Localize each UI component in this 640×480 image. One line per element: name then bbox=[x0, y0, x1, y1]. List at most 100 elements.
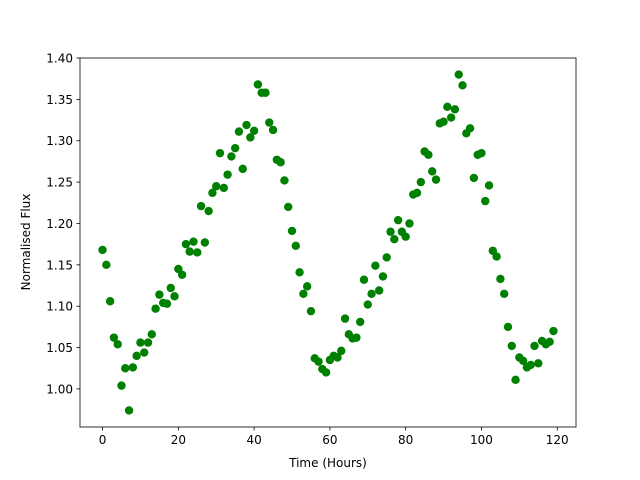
point bbox=[132, 351, 141, 361]
point bbox=[405, 219, 414, 228]
point bbox=[378, 272, 388, 281]
point bbox=[340, 314, 350, 323]
point bbox=[105, 297, 115, 306]
point bbox=[287, 226, 297, 236]
y-tick-label: 1.10 bbox=[46, 300, 73, 314]
point bbox=[136, 338, 145, 347]
point bbox=[117, 381, 126, 390]
point bbox=[113, 340, 122, 349]
y-tick-label: 1.35 bbox=[46, 93, 73, 107]
point bbox=[155, 290, 164, 299]
point bbox=[416, 177, 426, 187]
point bbox=[200, 238, 210, 247]
point bbox=[496, 274, 505, 284]
point bbox=[469, 173, 479, 183]
point bbox=[518, 356, 528, 366]
point bbox=[295, 268, 304, 277]
x-tick-label: 100 bbox=[470, 433, 493, 447]
point bbox=[189, 237, 198, 246]
point bbox=[223, 170, 232, 179]
point bbox=[261, 88, 270, 97]
y-tick-label: 1.15 bbox=[46, 258, 73, 272]
point bbox=[337, 346, 346, 356]
point bbox=[227, 152, 236, 161]
point bbox=[215, 148, 225, 158]
x-axis-label: Time (Hours) bbox=[288, 456, 367, 470]
point bbox=[450, 105, 460, 114]
point bbox=[98, 245, 107, 255]
plot-frame bbox=[79, 57, 577, 428]
point bbox=[503, 322, 513, 332]
point bbox=[484, 181, 494, 190]
point bbox=[352, 333, 361, 342]
point bbox=[162, 299, 172, 308]
point bbox=[124, 406, 134, 415]
point bbox=[428, 167, 437, 176]
point bbox=[356, 317, 365, 327]
point bbox=[151, 304, 160, 313]
point bbox=[196, 201, 206, 211]
point bbox=[268, 125, 278, 135]
point bbox=[265, 118, 274, 127]
point bbox=[371, 261, 380, 270]
point bbox=[333, 353, 342, 362]
point bbox=[545, 337, 554, 346]
point bbox=[363, 300, 372, 309]
point bbox=[534, 359, 543, 368]
point bbox=[284, 202, 293, 212]
point bbox=[367, 289, 376, 298]
y-tick-label: 1.20 bbox=[46, 217, 73, 231]
point bbox=[382, 253, 391, 262]
point bbox=[465, 124, 475, 133]
x-tick-label: 120 bbox=[546, 433, 569, 447]
point bbox=[302, 282, 312, 291]
point bbox=[454, 70, 463, 79]
point bbox=[128, 363, 138, 372]
point bbox=[499, 289, 509, 298]
y-tick-label: 1.40 bbox=[46, 52, 73, 66]
point bbox=[511, 375, 520, 385]
point bbox=[401, 232, 410, 241]
point bbox=[386, 227, 395, 236]
point bbox=[530, 341, 539, 351]
point bbox=[185, 247, 194, 256]
point bbox=[208, 188, 217, 198]
point bbox=[390, 234, 399, 244]
point bbox=[212, 182, 221, 191]
x-tick-label: 40 bbox=[246, 433, 261, 447]
y-tick-label: 1.00 bbox=[46, 382, 73, 396]
point bbox=[549, 326, 558, 336]
point bbox=[219, 183, 228, 193]
point bbox=[143, 338, 153, 347]
point bbox=[193, 248, 202, 257]
point bbox=[446, 113, 456, 122]
point bbox=[140, 348, 149, 357]
point bbox=[321, 368, 331, 377]
point bbox=[230, 143, 240, 153]
y-axis-label: Normalised Flux bbox=[19, 194, 33, 291]
point bbox=[181, 239, 191, 249]
point bbox=[458, 81, 467, 90]
point bbox=[481, 196, 490, 206]
point bbox=[238, 164, 247, 174]
x-tick-label: 0 bbox=[99, 433, 107, 447]
point bbox=[204, 206, 213, 216]
x-tick-label: 80 bbox=[398, 433, 413, 447]
point bbox=[246, 133, 255, 142]
x-tick-label: 20 bbox=[171, 433, 186, 447]
point bbox=[170, 292, 179, 301]
point bbox=[306, 306, 316, 316]
y-tick-label: 1.05 bbox=[46, 341, 73, 355]
point bbox=[147, 330, 157, 339]
point bbox=[314, 357, 323, 366]
x-tick-label: 60 bbox=[322, 433, 337, 447]
point bbox=[374, 286, 384, 295]
point bbox=[276, 158, 285, 167]
point bbox=[431, 175, 441, 184]
point bbox=[492, 252, 501, 261]
point bbox=[507, 341, 516, 351]
point bbox=[526, 360, 535, 370]
y-tick-label: 1.30 bbox=[46, 134, 73, 148]
point bbox=[299, 289, 308, 298]
